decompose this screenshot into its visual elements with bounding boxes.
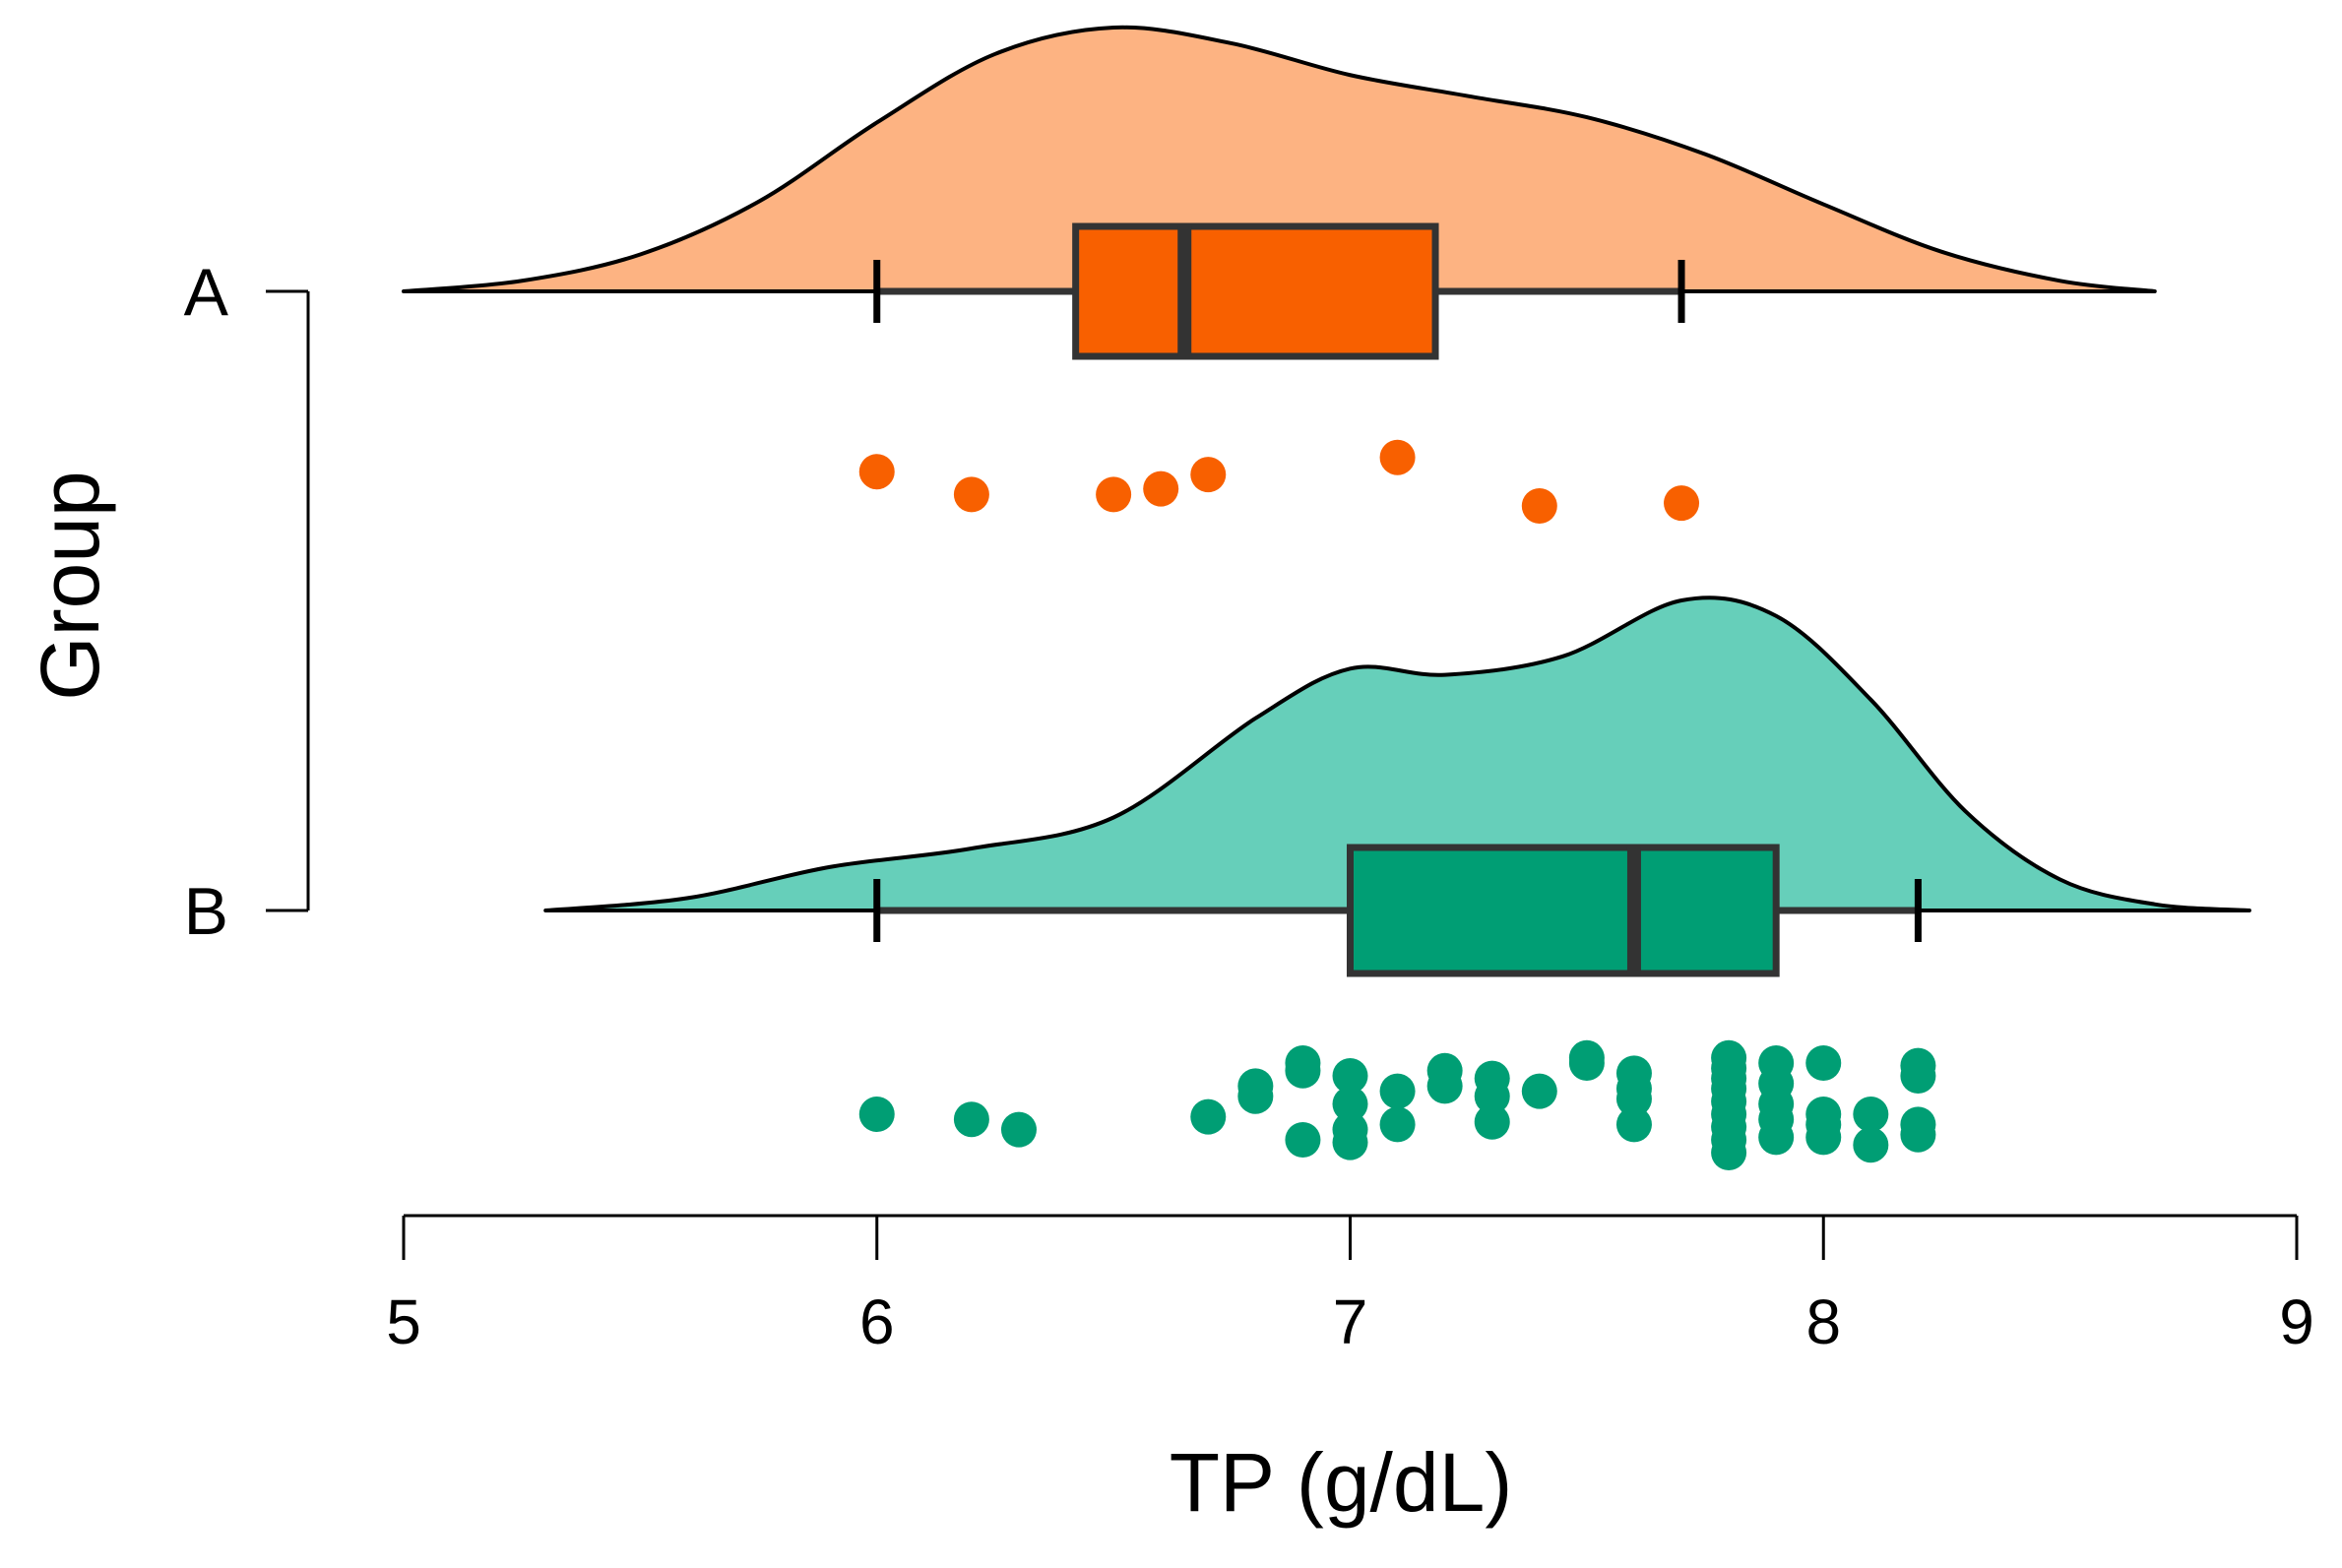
data-point-b: [1000, 1111, 1037, 1148]
boxplot-a: [873, 222, 1685, 360]
data-point-b: [1758, 1119, 1795, 1156]
data-point-b: [1474, 1103, 1510, 1140]
data-point-b: [1285, 1045, 1321, 1081]
y-tick-label-a: A: [184, 255, 229, 330]
data-point-b: [1332, 1124, 1368, 1160]
box-iqr: [1072, 222, 1439, 360]
data-point-a: [858, 454, 895, 490]
data-point-b: [1332, 1058, 1368, 1094]
data-point-b: [1805, 1119, 1842, 1156]
data-point-b: [858, 1097, 895, 1132]
data-point-a: [1143, 470, 1179, 507]
x-tick-label: 9: [2279, 1286, 2314, 1357]
data-point-b: [1237, 1068, 1274, 1104]
x-axis: 5 6 7 8 9: [386, 1214, 2314, 1357]
x-axis-title: TP (g/dL): [1170, 1436, 1513, 1529]
data-point-b: [1568, 1039, 1605, 1076]
boxplots: [873, 222, 1922, 977]
data-point-b: [1853, 1097, 1889, 1132]
data-point-b: [1379, 1073, 1416, 1109]
data-point-b: [1615, 1081, 1652, 1117]
data-point-b: [1805, 1045, 1842, 1081]
data-point-b: [1426, 1068, 1463, 1104]
boxplot-b: [873, 844, 1922, 977]
data-point-b: [1900, 1116, 1936, 1153]
x-tick-label: 7: [1333, 1286, 1368, 1357]
density-cloud-b: [543, 596, 2251, 912]
data-point-a: [1664, 485, 1700, 522]
data-point-a: [1096, 476, 1132, 513]
data-point-b: [1900, 1058, 1936, 1094]
data-point-b: [1853, 1127, 1889, 1163]
y-axis: AB: [184, 255, 310, 949]
data-point-a: [1521, 488, 1557, 524]
data-point-b: [1474, 1078, 1510, 1114]
data-point-a: [953, 476, 989, 513]
data-point-b: [1190, 1098, 1227, 1135]
data-point-b: [953, 1101, 989, 1138]
data-point-b: [1332, 1086, 1368, 1122]
density-clouds: [402, 25, 2251, 912]
density-cloud-a: [402, 25, 2157, 293]
data-point-b: [1379, 1106, 1416, 1143]
x-tick-label: 6: [859, 1286, 895, 1357]
y-tick-label-b: B: [184, 874, 228, 949]
data-point-b: [1711, 1135, 1747, 1170]
data-point-b: [1521, 1073, 1557, 1109]
data-point-b: [1285, 1122, 1321, 1158]
data-points: [858, 439, 1936, 1170]
y-axis-title: Group: [24, 470, 116, 700]
data-point-a: [1379, 439, 1416, 475]
data-point-b: [1615, 1106, 1652, 1143]
x-tick-label: 8: [1805, 1286, 1841, 1357]
data-point-a: [1190, 457, 1227, 493]
x-tick-label: 5: [386, 1286, 421, 1357]
box-iqr: [1347, 844, 1780, 977]
